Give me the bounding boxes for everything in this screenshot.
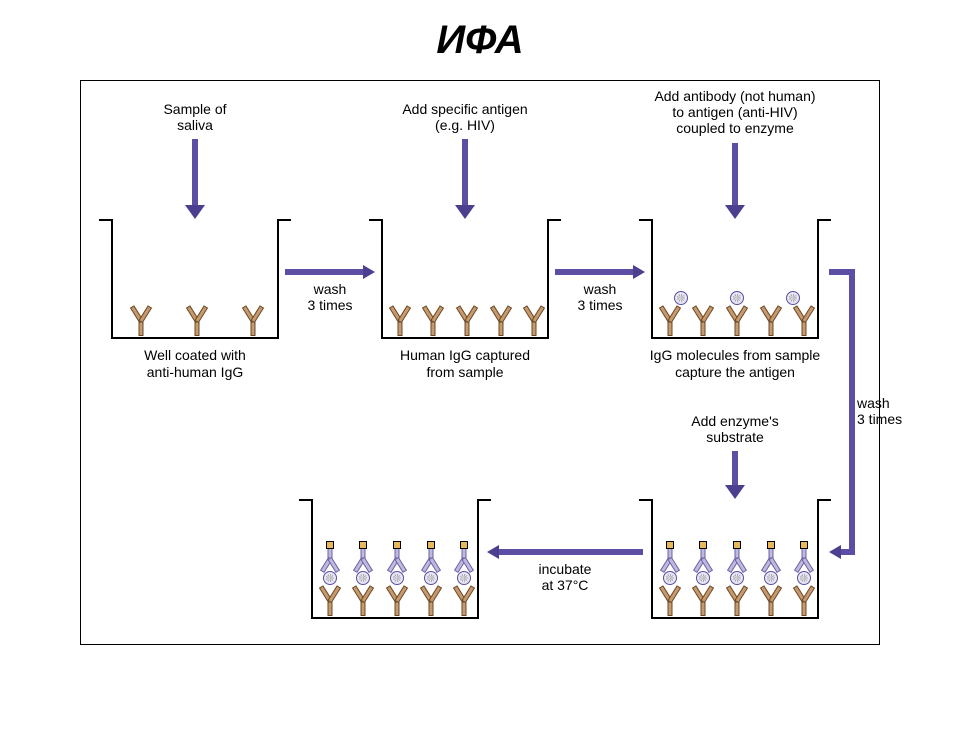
enzyme-icon bbox=[767, 541, 775, 549]
enzyme-icon bbox=[393, 541, 401, 549]
antigen-icon bbox=[797, 571, 811, 585]
secondary-antibody-icon bbox=[728, 547, 746, 573]
enzyme-icon bbox=[666, 541, 674, 549]
diagram-frame: Sample of salivaWell coated with anti-hu… bbox=[80, 80, 880, 645]
secondary-antibody-icon bbox=[762, 547, 780, 573]
antigen-icon bbox=[424, 571, 438, 585]
secondary-antibody-icon bbox=[422, 547, 440, 573]
page-title: ИФА bbox=[0, 18, 960, 63]
antibody-icon bbox=[727, 585, 747, 615]
secondary-antibody-icon bbox=[694, 547, 712, 573]
enzyme-icon bbox=[359, 541, 367, 549]
arrow-label: wash 3 times bbox=[857, 395, 902, 427]
antibody-icon bbox=[454, 585, 474, 615]
enzyme-icon bbox=[427, 541, 435, 549]
secondary-antibody-icon bbox=[388, 547, 406, 573]
antigen-icon bbox=[730, 571, 744, 585]
antigen-icon bbox=[356, 571, 370, 585]
antibody-icon bbox=[387, 585, 407, 615]
well-s5 bbox=[311, 501, 479, 619]
secondary-antibody-icon bbox=[795, 547, 813, 573]
antibody-icon bbox=[353, 585, 373, 615]
secondary-antibody-icon bbox=[354, 547, 372, 573]
arrow-label: incubate at 37°C bbox=[487, 561, 643, 593]
antigen-icon bbox=[457, 571, 471, 585]
enzyme-icon bbox=[699, 541, 707, 549]
antigen-icon bbox=[323, 571, 337, 585]
antigen-icon bbox=[663, 571, 677, 585]
antigen-icon bbox=[696, 571, 710, 585]
enzyme-icon bbox=[460, 541, 468, 549]
enzyme-icon bbox=[800, 541, 808, 549]
enzyme-icon bbox=[733, 541, 741, 549]
antigen-icon bbox=[764, 571, 778, 585]
antibody-icon bbox=[320, 585, 340, 615]
secondary-antibody-icon bbox=[661, 547, 679, 573]
secondary-antibody-icon bbox=[321, 547, 339, 573]
antibody-icon bbox=[761, 585, 781, 615]
secondary-antibody-icon bbox=[455, 547, 473, 573]
antibody-icon bbox=[693, 585, 713, 615]
antibody-icon bbox=[794, 585, 814, 615]
antigen-icon bbox=[390, 571, 404, 585]
enzyme-icon bbox=[326, 541, 334, 549]
antibody-icon bbox=[421, 585, 441, 615]
label: Add enzyme's substrate bbox=[641, 413, 829, 445]
well-s4 bbox=[651, 501, 819, 619]
antibody-icon bbox=[660, 585, 680, 615]
